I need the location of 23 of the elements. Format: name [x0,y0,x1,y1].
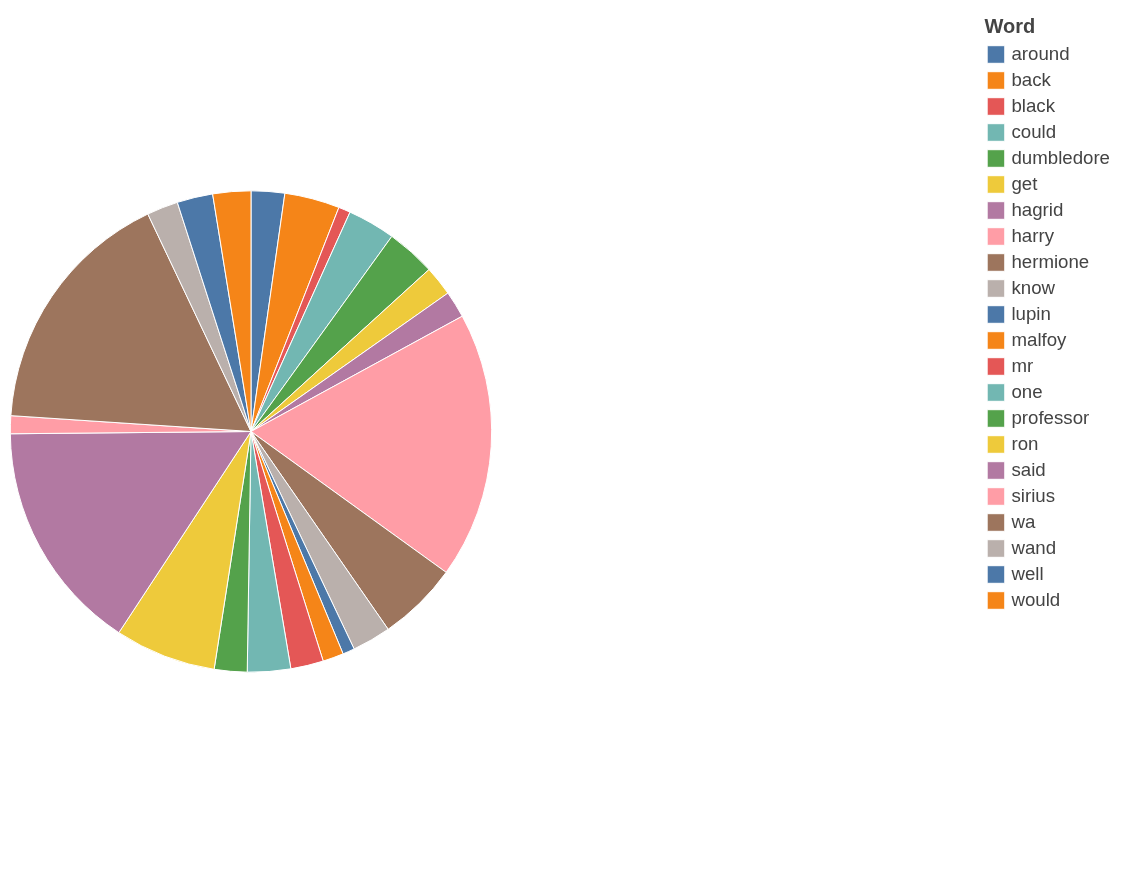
legend-label: hagrid [1011,199,1064,221]
legend-label: professor [1011,407,1090,429]
legend-label: one [1011,381,1043,403]
legend-label: dumbledore [1011,147,1110,169]
legend-label: harry [1011,225,1054,247]
legend-label: wa [1011,511,1036,533]
legend-label: malfoy [1011,329,1067,351]
legend-label: would [1011,589,1061,611]
legend-label: around [1011,43,1070,65]
legend-label: mr [1011,355,1034,377]
legend-title: Word [984,15,1037,38]
legend-label: lupin [1011,303,1051,325]
legend-label: hermione [1011,251,1090,273]
legend-label: well [1011,563,1044,585]
legend-label: get [1011,173,1038,195]
legend-label: back [1011,69,1051,91]
legend-label: said [1011,459,1046,481]
legend-label: know [1011,277,1056,299]
legend-label: sirius [1011,485,1056,507]
legend-label: wand [1011,537,1057,559]
legend-label: ron [1011,433,1039,455]
legend-label: could [1011,121,1057,143]
legend-label: black [1011,95,1056,117]
